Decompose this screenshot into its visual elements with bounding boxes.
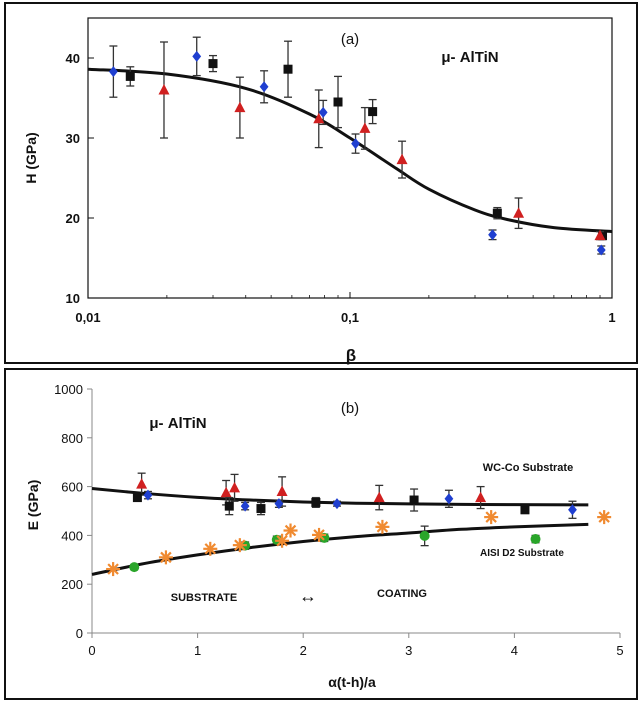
data-point-a-s2-p3: [359, 122, 371, 133]
data-point-a-s1-p3: [333, 97, 343, 107]
panel-label-b: (b): [341, 400, 359, 417]
panel-a: 10 20 30 40 0,01 0,1 1 β H (GPa) (a) μ- AlTiN: [23, 17, 616, 365]
plot-area-a: [87, 17, 613, 299]
data-point-b-s1-p3: [311, 497, 321, 507]
fit-curve-b-1: [91, 522, 589, 576]
material-annotation-a: μ- AlTiN: [441, 49, 498, 66]
label-wc-co-substrate: WC-Co Substrate: [483, 462, 573, 474]
data-point-b-s4-p3: [232, 538, 247, 553]
data-point-b-s1-p0: [132, 493, 142, 503]
data-point-a-s2-p2: [313, 112, 325, 124]
data-point-a-s0-p5: [488, 229, 497, 241]
y-tick-label-a: 30: [66, 131, 80, 146]
x-tick-label-b: 3: [405, 643, 412, 658]
data-point-b-s2-p5: [568, 504, 577, 516]
data-point-b-s4-p6: [312, 527, 327, 542]
y-tick-label-b: 800: [61, 431, 83, 446]
y-tick-label-b: 400: [61, 528, 83, 543]
x-tick-label-b: 4: [511, 643, 518, 658]
data-point-b-s3-p0: [129, 562, 140, 573]
data-point-b-s0-p3: [276, 485, 288, 496]
data-point-b-s2-p0: [143, 489, 153, 501]
data-point-a-s1-p4: [368, 107, 378, 117]
data-point-a-s2-p5: [513, 207, 525, 218]
data-point-a-s0-p4: [351, 138, 360, 150]
data-point-a-s1-p1: [208, 59, 218, 69]
panel-a-border: [4, 2, 638, 364]
label-substrate-region: SUBSTRATE: [171, 592, 237, 604]
x-tick-label-a: 0,1: [341, 310, 359, 325]
fit-curve-b-0: [91, 487, 589, 507]
data-point-b-s0-p4: [373, 491, 385, 503]
data-point-a-s0-p1: [192, 50, 202, 62]
data-point-b-s1-p4: [409, 495, 419, 505]
data-point-b-s1-p5: [520, 505, 530, 515]
y-tick-label-b: 1000: [54, 382, 83, 397]
x-tick-label-b: 5: [616, 643, 623, 658]
y-axis-label-b: E (GPa): [25, 480, 41, 531]
data-point-b-s4-p9: [597, 510, 612, 525]
data-point-b-s4-p7: [375, 519, 390, 534]
data-point-b-s0-p5: [475, 491, 487, 503]
y-tick-label-b: 600: [61, 480, 83, 495]
data-point-a-s0-p6: [596, 244, 606, 256]
data-point-b-s1-p1: [224, 501, 234, 511]
data-point-b-s3-p5: [530, 534, 541, 545]
data-point-b-s4-p5: [283, 523, 298, 538]
y-tick-label-a: 20: [66, 211, 80, 226]
data-point-a-s2-p4: [396, 153, 408, 165]
x-axis-label-a: β: [346, 346, 356, 365]
data-point-a-s0-p0: [108, 66, 118, 78]
data-point-b-s0-p2: [229, 481, 241, 493]
data-point-b-s0-p0: [136, 478, 148, 489]
panel-b-border: [4, 368, 638, 700]
data-point-b-s1-p2: [256, 504, 266, 514]
panel-label-a: (a): [341, 31, 359, 48]
data-point-b-s2-p1: [240, 500, 250, 512]
data-point-b-s4-p1: [158, 550, 173, 565]
x-tick-label-b: 1: [194, 643, 201, 658]
y-tick-label-a: 40: [66, 51, 80, 66]
fit-curve-a: [87, 67, 613, 234]
x-tick-label-a: 1: [608, 310, 615, 325]
x-tick-label-a: 0,01: [75, 310, 100, 325]
data-point-b-s3-p4: [419, 530, 430, 541]
x-tick-label-b: 2: [300, 643, 307, 658]
panel-b: 0 200 400 600 800 1000 0 1 2 3 4 5 α(t-h)/a E (GPa) (b…: [25, 382, 624, 690]
label-coating-region: COATING: [377, 588, 427, 600]
data-point-b-s4-p4: [275, 533, 290, 548]
material-annotation-b: μ- AlTiN: [149, 415, 206, 432]
label-aisi-d2-substrate: AISI D2 Substrate: [480, 548, 564, 559]
data-point-b-s4-p0: [106, 562, 121, 577]
y-axis-label-a: H (GPa): [23, 132, 39, 183]
data-point-b-s4-p2: [203, 541, 218, 556]
data-point-b-s0-p1: [220, 486, 232, 498]
region-arrow: ↔: [299, 586, 317, 606]
data-point-a-s0-p2: [259, 81, 269, 93]
data-point-b-s2-p3: [332, 498, 342, 510]
data-point-a-s1-p5: [492, 208, 502, 218]
x-axis-label-b: α(t-h)/a: [328, 674, 376, 690]
data-point-a-s0-p3: [318, 106, 328, 118]
data-point-b-s4-p8: [484, 510, 499, 525]
data-point-a-s2-p0: [158, 84, 170, 95]
y-tick-label-a: 10: [66, 291, 80, 306]
data-point-b-s2-p4: [444, 493, 454, 505]
data-point-a-s2-p6: [594, 229, 606, 241]
y-tick-label-b: 0: [76, 626, 83, 641]
x-tick-label-b: 0: [88, 643, 95, 658]
data-point-a-s1-p2: [283, 64, 293, 74]
data-point-a-s1-p0: [125, 71, 135, 81]
data-point-a-s2-p1: [234, 101, 246, 113]
y-tick-label-b: 200: [61, 577, 83, 592]
data-point-b-s2-p2: [274, 498, 284, 510]
